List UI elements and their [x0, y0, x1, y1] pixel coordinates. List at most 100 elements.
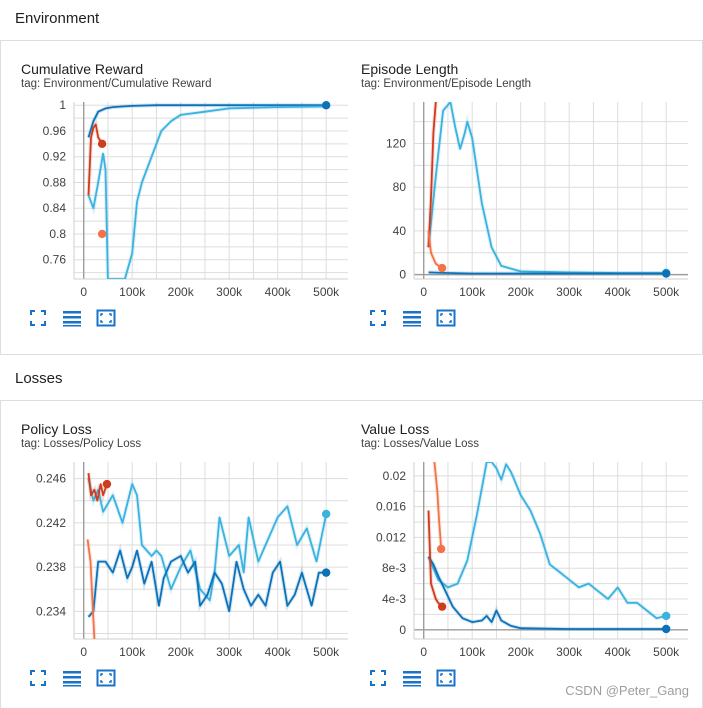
x-tick-label: 500k	[653, 285, 680, 299]
y-tick-label: 0	[399, 268, 406, 282]
series-end-marker-run-orange[interactable]	[436, 544, 446, 554]
x-tick-label: 400k	[265, 645, 292, 659]
series-end-marker-run-dark-blue[interactable]	[321, 101, 331, 110]
x-tick-label: 300k	[556, 645, 583, 659]
chart-policy-loss[interactable]: 0.234 0.238 0.242 0.246 0 100k 200k 300k 400k 500…	[20, 460, 350, 665]
y-tick-label: 80	[393, 180, 407, 194]
section-divider	[0, 40, 703, 41]
x-tick-label: 0	[420, 645, 427, 659]
chart-title-value-loss: Value Loss	[361, 421, 430, 437]
x-tick-label: 400k	[265, 285, 292, 299]
x-tick-label: 500k	[313, 645, 340, 659]
chart-episode-length[interactable]: 0 40 80 120 0 100k 200k 300k 400k 500k	[360, 100, 690, 305]
series-end-marker-run-orange[interactable]	[437, 263, 447, 273]
y-tick-label: 0.76	[43, 253, 67, 267]
series-line-run-red[interactable]	[427, 102, 437, 248]
series-line-run-orange[interactable]	[86, 539, 96, 639]
fullscreen-icon[interactable]	[368, 669, 388, 687]
toggle-log-scale-icon[interactable]	[402, 669, 422, 687]
series-line-run-light-blue[interactable]	[427, 102, 667, 274]
section-title-environment: Environment	[15, 10, 100, 27]
fit-domain-icon[interactable]	[96, 669, 116, 687]
x-tick-label: 200k	[508, 285, 535, 299]
y-tick-label: 8e-3	[382, 561, 406, 575]
y-tick-label: 120	[386, 137, 406, 151]
series-line-run-light-blue[interactable]	[87, 105, 327, 280]
toggle-log-scale-icon[interactable]	[62, 309, 82, 327]
fullscreen-icon[interactable]	[28, 309, 48, 327]
y-tick-label: 0.246	[36, 472, 66, 486]
series-line-run-dark-blue[interactable]	[427, 556, 667, 630]
toggle-log-scale-icon[interactable]	[62, 669, 82, 687]
fit-domain-icon[interactable]	[96, 309, 116, 327]
series-line-run-dark-blue[interactable]	[87, 104, 327, 138]
fullscreen-icon[interactable]	[368, 309, 388, 327]
series-end-marker-run-red[interactable]	[437, 602, 447, 611]
toggle-log-scale-icon[interactable]	[402, 309, 422, 327]
card-border	[0, 400, 1, 708]
y-tick-label: 0.92	[43, 150, 67, 164]
chart-title-cumulative-reward: Cumulative Reward	[21, 61, 144, 77]
y-tick-label: 0.88	[43, 175, 67, 189]
chart-title-policy-loss: Policy Loss	[21, 421, 92, 437]
section-divider	[0, 400, 703, 401]
series-shadow-run-dark-blue	[86, 543, 327, 619]
x-tick-label: 0	[80, 645, 87, 659]
series-line-run-orange[interactable]	[433, 462, 443, 550]
x-tick-label: 100k	[119, 285, 146, 299]
series-end-marker-run-light-blue[interactable]	[661, 611, 671, 621]
series-line-run-red[interactable]	[427, 510, 443, 608]
y-tick-label: 0.8	[49, 227, 66, 241]
series-group	[426, 462, 667, 631]
plot-area	[413, 102, 688, 280]
y-tick-label: 0.234	[36, 604, 66, 618]
x-tick-label: 300k	[216, 645, 243, 659]
x-tick-label: 400k	[605, 285, 632, 299]
y-tick-label: 0.96	[43, 124, 67, 138]
y-tick-label: 0.012	[376, 530, 406, 544]
series-group	[85, 472, 329, 639]
y-tick-label: 0	[399, 623, 406, 637]
section-title-losses: Losses	[15, 370, 63, 387]
series-line-run-dark-blue[interactable]	[87, 549, 327, 618]
x-tick-label: 300k	[556, 285, 583, 299]
y-tick-label: 0.016	[376, 500, 406, 514]
y-tick-label: 1	[59, 100, 66, 112]
series-line-run-light-blue[interactable]	[427, 462, 667, 620]
series-line-run-dark-blue[interactable]	[428, 271, 667, 275]
series-end-marker-run-light-blue[interactable]	[321, 509, 331, 519]
chart-toolbar	[28, 309, 116, 327]
series-end-marker-run-dark-blue[interactable]	[321, 568, 331, 577]
x-tick-label: 100k	[459, 645, 486, 659]
chart-value-loss[interactable]: 0 4e-3 8e-3 0.012 0.016 0.02 0 100k 200k 300k 400k…	[360, 460, 690, 665]
watermark: CSDN @Peter_Gang	[565, 683, 689, 698]
y-tick-label: 4e-3	[382, 592, 406, 606]
series-line-run-light-blue[interactable]	[87, 478, 328, 602]
series-end-marker-run-red[interactable]	[102, 479, 112, 489]
series-line-run-red[interactable]	[87, 472, 108, 502]
series-end-marker-run-dark-blue[interactable]	[661, 624, 671, 634]
chart-tag-episode-length: tag: Environment/Episode Length	[361, 78, 532, 90]
y-tick-label: 0.84	[43, 201, 67, 215]
series-line-run-red[interactable]	[87, 123, 103, 196]
fullscreen-icon[interactable]	[28, 669, 48, 687]
y-tick-label: 0.02	[383, 469, 407, 483]
series-shadow-run-light-blue	[86, 477, 329, 605]
x-tick-label: 200k	[508, 645, 535, 659]
series-end-marker-run-red[interactable]	[97, 139, 107, 149]
x-tick-label: 0	[80, 285, 87, 299]
series-shadow-run-light-blue	[426, 462, 667, 621]
plot-area	[73, 102, 348, 280]
fit-domain-icon[interactable]	[436, 669, 456, 687]
series-group	[86, 103, 327, 280]
series-end-marker-run-orange[interactable]	[97, 229, 107, 239]
plot-area	[73, 462, 348, 640]
fit-domain-icon[interactable]	[436, 309, 456, 327]
chart-toolbar	[28, 669, 116, 687]
chart-toolbar	[368, 309, 456, 327]
section-divider	[0, 354, 703, 355]
y-tick-label: 0.242	[36, 516, 66, 530]
series-end-marker-run-dark-blue[interactable]	[661, 269, 671, 278]
series-shadow-run-light-blue	[86, 104, 327, 279]
chart-cumulative-reward[interactable]: 0.76 0.8 0.84 0.88 0.92 0.96 1 0 100k 200k 300k 400…	[20, 100, 350, 305]
